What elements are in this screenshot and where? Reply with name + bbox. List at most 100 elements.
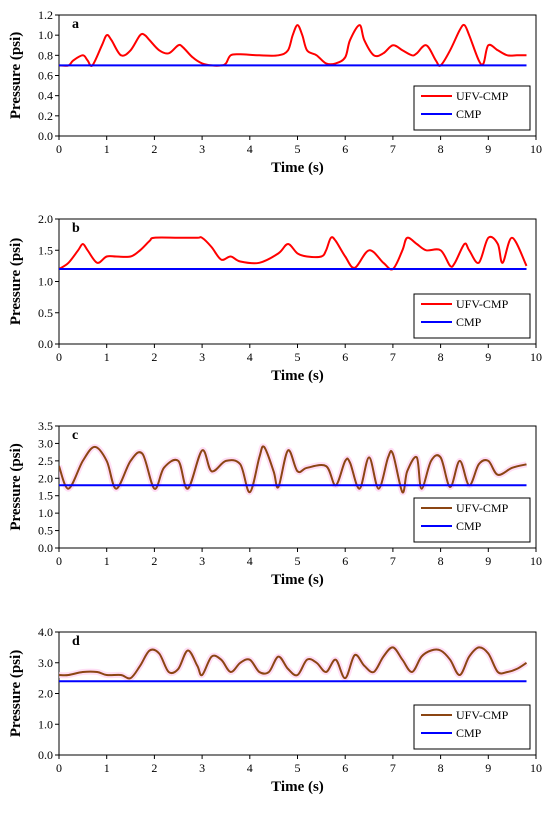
x-axis-title: Time (s) — [271, 368, 324, 384]
x-tick-label: 6 — [342, 761, 348, 775]
x-tick-label: 9 — [485, 554, 491, 568]
x-tick-label: 3 — [199, 142, 205, 156]
legend: UFV-CMP CMP — [413, 497, 531, 543]
y-tick-label: 1.0 — [38, 717, 53, 731]
x-axis-title: Time (s) — [271, 160, 324, 176]
y-tick-label: 1.0 — [38, 506, 53, 520]
y-tick-label: 0.4 — [38, 89, 53, 103]
x-tick-label: 3 — [199, 761, 205, 775]
legend-box — [413, 497, 531, 543]
series-line-ufv-cmp — [59, 646, 528, 680]
legend: UFV-CMP CMP — [413, 85, 531, 131]
x-tick-label: 7 — [390, 350, 396, 364]
x-tick-label: 4 — [247, 142, 253, 156]
x-tick-label: 2 — [151, 350, 157, 364]
y-tick-label: 2.0 — [38, 687, 53, 701]
legend-label-cmp: CMP — [456, 107, 482, 121]
x-tick-label: 1 — [104, 761, 110, 775]
y-tick-label: 1.2 — [38, 8, 53, 22]
y-tick-label: 0.0 — [38, 129, 53, 143]
series-line-ufv-cmp — [59, 445, 527, 494]
y-tick-label: 3.0 — [38, 436, 53, 450]
y-tick-label: 0.2 — [38, 109, 53, 123]
legend-label-ufv-cmp: UFV-CMP — [456, 89, 509, 103]
y-tick-label: 2.0 — [38, 471, 53, 485]
x-tick-label: 5 — [295, 554, 301, 568]
x-tick-label: 6 — [342, 142, 348, 156]
x-tick-label: 0 — [56, 142, 62, 156]
x-tick-label: 8 — [438, 554, 444, 568]
x-tick-label: 8 — [438, 761, 444, 775]
y-tick-label: 1.5 — [38, 243, 53, 257]
x-tick-label: 2 — [151, 761, 157, 775]
legend: UFV-CMP CMP — [413, 293, 531, 339]
chart-panel-d: 0 1 2 3 4 5 6 7 8 9 10 0.0 1.0 2.0 3.0 4.0 Time (s) Press… — [8, 625, 542, 795]
x-tick-label: 0 — [56, 350, 62, 364]
x-tick-label: 6 — [342, 350, 348, 364]
y-tick-label: 0.0 — [38, 748, 53, 762]
legend-label-cmp: CMP — [456, 315, 482, 329]
x-tick-label: 7 — [390, 554, 396, 568]
legend-label-ufv-cmp: UFV-CMP — [456, 501, 509, 515]
x-tick-label: 7 — [390, 142, 396, 156]
x-tick-label: 10 — [530, 142, 542, 156]
x-tick-label: 4 — [247, 761, 253, 775]
x-tick-label: 4 — [247, 554, 253, 568]
series-line-ufv-cmp — [59, 235, 528, 271]
y-axis-title: Pressure (psi) — [8, 650, 24, 737]
x-tick-label: 7 — [390, 761, 396, 775]
chart-panel-a: 0 1 2 3 4 5 6 7 8 9 10 0.0 0.2 0.4 0.6 0.8 1.0 1.2 Time (s… — [8, 8, 542, 176]
x-tick-label: 2 — [151, 142, 157, 156]
y-tick-label: 0.5 — [38, 524, 53, 538]
series-line-ufv-cmp — [59, 23, 527, 67]
x-tick-label: 6 — [342, 554, 348, 568]
x-tick-label: 2 — [151, 554, 157, 568]
y-tick-label: 0.0 — [38, 541, 53, 555]
y-tick-label: 0.5 — [38, 306, 53, 320]
y-tick-label: 1.0 — [38, 28, 53, 42]
x-tick-label: 3 — [199, 350, 205, 364]
legend-box — [413, 293, 531, 339]
x-tick-label: 1 — [104, 350, 110, 364]
legend-label-cmp: CMP — [456, 726, 482, 740]
y-tick-label: 1.0 — [38, 275, 53, 289]
x-tick-label: 1 — [104, 142, 110, 156]
y-tick-label: 4.0 — [38, 625, 53, 639]
legend-box — [413, 85, 531, 131]
panel-letter: b — [72, 221, 80, 236]
x-tick-label: 5 — [295, 142, 301, 156]
x-axis-title: Time (s) — [271, 572, 324, 588]
chart-panel-b: 0 1 2 3 4 5 6 7 8 9 10 0.0 0.5 1.0 1.5 2.0 Time (s) Press… — [8, 212, 542, 384]
y-tick-label: 0.0 — [38, 337, 53, 351]
chart-panel-c: 0 1 2 3 4 5 6 7 8 9 10 0.0 0.5 1.0 1.5 2.0 2.5 3.0 3.5 Time… — [8, 419, 542, 588]
legend-label-ufv-cmp: UFV-CMP — [456, 297, 509, 311]
x-tick-label: 5 — [295, 350, 301, 364]
x-axis-title: Time (s) — [271, 779, 324, 795]
x-tick-label: 8 — [438, 142, 444, 156]
x-tick-label: 4 — [247, 350, 253, 364]
y-tick-label: 3.5 — [38, 419, 53, 433]
x-tick-label: 8 — [438, 350, 444, 364]
x-tick-label: 0 — [56, 554, 62, 568]
panel-letter: a — [72, 17, 79, 32]
x-tick-label: 9 — [485, 142, 491, 156]
legend-label-ufv-cmp: UFV-CMP — [456, 708, 509, 722]
legend-label-cmp: CMP — [456, 519, 482, 533]
panel-letter: d — [72, 634, 80, 649]
x-tick-label: 9 — [485, 350, 491, 364]
x-tick-label: 9 — [485, 761, 491, 775]
y-tick-label: 2.5 — [38, 454, 53, 468]
y-axis-title: Pressure (psi) — [8, 443, 24, 530]
x-tick-label: 10 — [530, 761, 542, 775]
x-tick-label: 10 — [530, 350, 542, 364]
x-tick-label: 10 — [530, 554, 542, 568]
y-axis-title: Pressure (psi) — [8, 32, 24, 119]
x-tick-label: 0 — [56, 761, 62, 775]
legend: UFV-CMP CMP — [413, 704, 531, 750]
x-tick-label: 1 — [104, 554, 110, 568]
y-tick-label: 2.0 — [38, 212, 53, 226]
panel-letter: c — [72, 428, 78, 443]
x-tick-label: 5 — [295, 761, 301, 775]
y-tick-label: 3.0 — [38, 656, 53, 670]
